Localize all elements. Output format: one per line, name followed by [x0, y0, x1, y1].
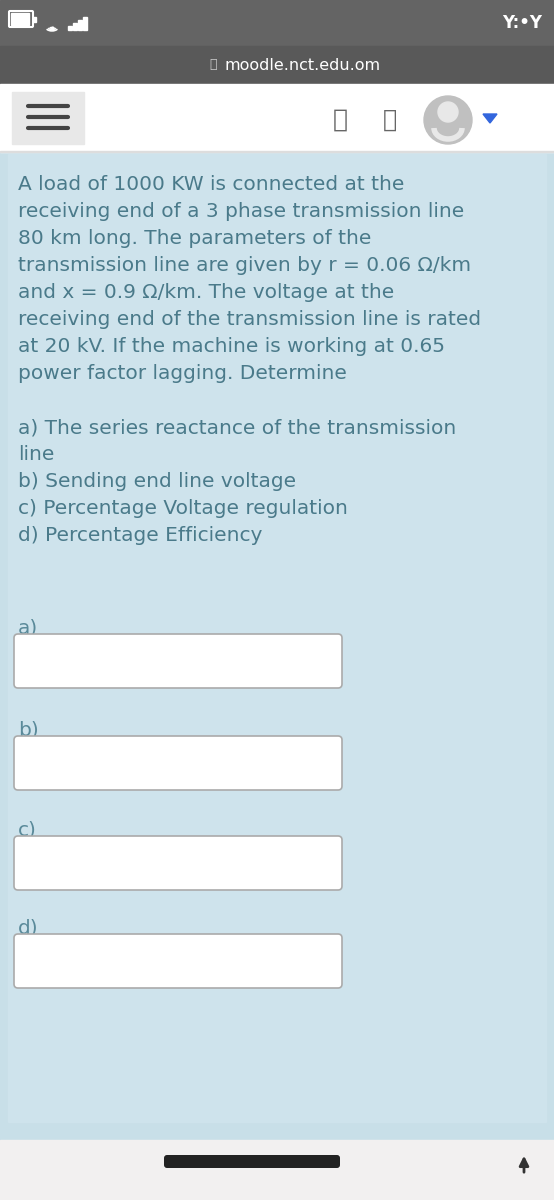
- FancyBboxPatch shape: [164, 1154, 340, 1168]
- Text: receiving end of a 3 phase transmission line: receiving end of a 3 phase transmission …: [18, 202, 464, 221]
- FancyBboxPatch shape: [14, 836, 342, 890]
- Bar: [0, 0, 554, 46]
- Bar: [0, 84, 554, 152]
- Text: a) The series reactance of the transmission: a) The series reactance of the transmiss…: [18, 418, 456, 437]
- Text: and x = 0.9 Ω/km. The voltage at the: and x = 0.9 Ω/km. The voltage at the: [18, 283, 394, 302]
- FancyBboxPatch shape: [14, 736, 342, 790]
- Circle shape: [438, 102, 458, 122]
- Bar: [0, 1140, 554, 1200]
- Text: at 20 kV. If the machine is working at 0.65: at 20 kV. If the machine is working at 0…: [18, 337, 445, 356]
- Text: 💬: 💬: [383, 108, 397, 132]
- Text: d) Percentage Efficiency: d) Percentage Efficiency: [18, 526, 263, 545]
- Text: A load of 1000 KW is connected at the: A load of 1000 KW is connected at the: [18, 175, 404, 194]
- Bar: [8, 154, 546, 1122]
- Text: c) Percentage Voltage regulation: c) Percentage Voltage regulation: [18, 499, 348, 518]
- Text: 🔒: 🔒: [209, 59, 217, 72]
- Text: receiving end of the transmission line is rated: receiving end of the transmission line i…: [18, 310, 481, 329]
- Bar: [73, 23, 77, 30]
- Text: power factor lagging. Determine: power factor lagging. Determine: [18, 364, 347, 383]
- Circle shape: [424, 96, 472, 144]
- Text: b) Sending end line voltage: b) Sending end line voltage: [18, 472, 296, 491]
- Bar: [11, 13, 29, 25]
- FancyBboxPatch shape: [14, 634, 342, 688]
- Text: b): b): [18, 720, 39, 739]
- Text: moodle.nct.edu.om: moodle.nct.edu.om: [225, 58, 381, 72]
- Text: d): d): [18, 918, 39, 937]
- Polygon shape: [483, 114, 497, 122]
- Bar: [12, 92, 84, 144]
- Bar: [78, 20, 82, 30]
- FancyBboxPatch shape: [14, 934, 342, 988]
- Text: transmission line are given by r = 0.06 Ω/km: transmission line are given by r = 0.06 …: [18, 256, 471, 275]
- Text: line: line: [18, 445, 54, 464]
- Bar: [0, 152, 554, 1200]
- Text: 🔔: 🔔: [332, 108, 347, 132]
- Text: Y:•Y: Y:•Y: [502, 14, 542, 32]
- Text: 80 km long. The parameters of the: 80 km long. The parameters of the: [18, 229, 371, 248]
- Bar: [33, 17, 36, 22]
- Bar: [68, 26, 72, 30]
- Bar: [83, 17, 87, 30]
- Bar: [0, 46, 554, 84]
- Text: c): c): [18, 820, 37, 839]
- Text: a): a): [18, 618, 38, 637]
